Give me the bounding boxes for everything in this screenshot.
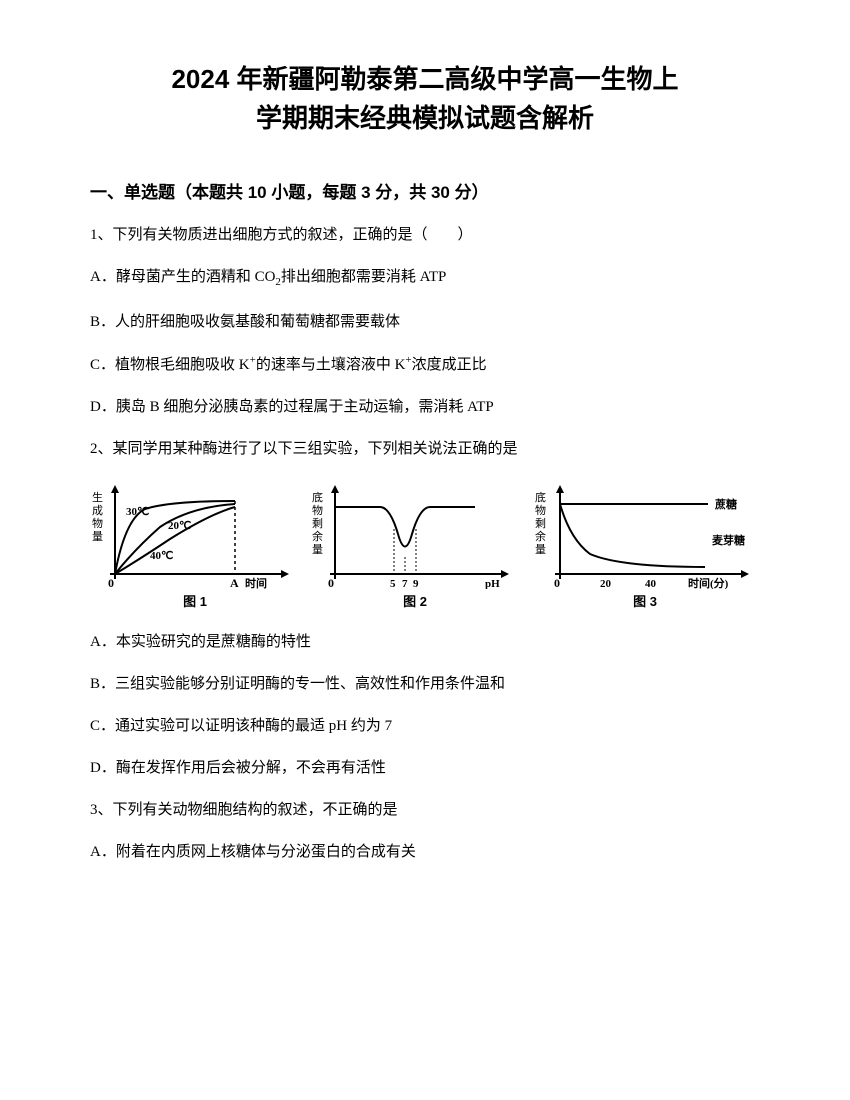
svg-text:蔗糖: 蔗糖	[714, 497, 737, 511]
chart-2: 底 物 剩 余 量 0 5 7 9 pH 图 2	[310, 479, 520, 610]
svg-text:时间(分): 时间(分)	[688, 576, 729, 589]
chart1-svg: 生 成 物 量 30℃ 20℃ 40℃ 0 A 时间	[90, 479, 300, 589]
svg-text:9: 9	[413, 578, 419, 589]
q1-option-d: D．胰岛 B 细胞分泌胰岛素的过程属于主动运输，需消耗 ATP	[90, 395, 760, 419]
q3-option-a: A．附着在内质网上核糖体与分泌蛋白的合成有关	[90, 840, 760, 864]
chart3-label: 图 3	[530, 591, 760, 610]
section-header: 一、单选题（本题共 10 小题，每题 3 分，共 30 分）	[90, 178, 760, 203]
svg-text:物: 物	[535, 503, 546, 517]
svg-text:生: 生	[92, 490, 103, 504]
svg-text:底: 底	[535, 490, 546, 504]
question-3: 3、下列有关动物细胞结构的叙述，不正确的是	[90, 798, 760, 822]
svg-text:30℃: 30℃	[126, 506, 149, 518]
svg-text:0: 0	[108, 576, 114, 589]
svg-text:物: 物	[312, 503, 323, 517]
chart1-label: 图 1	[90, 591, 300, 610]
q2-option-a: A．本实验研究的是蔗糖酶的特性	[90, 630, 760, 654]
exam-title: 2024 年新疆阿勒泰第二高级中学高一生物上 学期期末经典模拟试题含解析	[90, 60, 760, 138]
svg-text:物: 物	[92, 516, 103, 530]
svg-text:麦芽糖: 麦芽糖	[712, 533, 745, 547]
q1-option-a: A．酵母菌产生的酒精和 CO2排出细胞都需要消耗 ATP	[90, 265, 760, 292]
svg-text:时间: 时间	[245, 576, 267, 589]
q1-option-b: B．人的肝细胞吸收氨基酸和葡萄糖都需要载体	[90, 310, 760, 334]
question-1: 1、下列有关物质进出细胞方式的叙述，正确的是（ ）	[90, 223, 760, 247]
chart2-label: 图 2	[310, 591, 520, 610]
svg-text:量: 量	[92, 530, 103, 543]
charts-container: 生 成 物 量 30℃ 20℃ 40℃ 0 A 时间 图 1 底 物 剩 余	[90, 479, 760, 610]
svg-text:剩: 剩	[535, 517, 546, 530]
svg-text:成: 成	[92, 504, 103, 517]
svg-text:20℃: 20℃	[168, 520, 191, 532]
q2-option-b: B．三组实验能够分别证明酶的专一性、高效性和作用条件温和	[90, 672, 760, 696]
svg-text:0: 0	[554, 576, 560, 589]
svg-text:pH: pH	[485, 578, 500, 589]
svg-text:剩: 剩	[312, 517, 323, 530]
svg-text:40℃: 40℃	[150, 550, 173, 562]
svg-text:A: A	[230, 576, 239, 589]
svg-text:7: 7	[402, 578, 408, 589]
svg-text:5: 5	[390, 578, 396, 589]
svg-text:20: 20	[600, 578, 612, 589]
title-line2: 学期期末经典模拟试题含解析	[256, 103, 594, 133]
svg-text:底: 底	[312, 490, 323, 504]
q2-option-d: D．酶在发挥作用后会被分解，不会再有活性	[90, 756, 760, 780]
svg-text:余: 余	[312, 529, 323, 543]
svg-text:40: 40	[645, 578, 657, 589]
chart3-svg: 底 物 剩 余 量 蔗糖 麦芽糖 0 20 40 时间(分)	[530, 479, 760, 589]
svg-text:余: 余	[535, 529, 546, 543]
title-line1: 2024 年新疆阿勒泰第二高级中学高一生物上	[171, 64, 678, 94]
svg-text:量: 量	[312, 543, 323, 556]
chart2-svg: 底 物 剩 余 量 0 5 7 9 pH	[310, 479, 520, 589]
chart-3: 底 物 剩 余 量 蔗糖 麦芽糖 0 20 40 时间(分) 图 3	[530, 479, 760, 610]
q2-option-c: C．通过实验可以证明该种酶的最适 pH 约为 7	[90, 714, 760, 738]
q1-option-c: C．植物根毛细胞吸收 K+的速率与土壤溶液中 K+浓度成正比	[90, 352, 760, 377]
question-2: 2、某同学用某种酶进行了以下三组实验，下列相关说法正确的是	[90, 437, 760, 461]
chart-1: 生 成 物 量 30℃ 20℃ 40℃ 0 A 时间 图 1	[90, 479, 300, 610]
svg-text:0: 0	[328, 576, 334, 589]
svg-text:量: 量	[535, 543, 546, 556]
